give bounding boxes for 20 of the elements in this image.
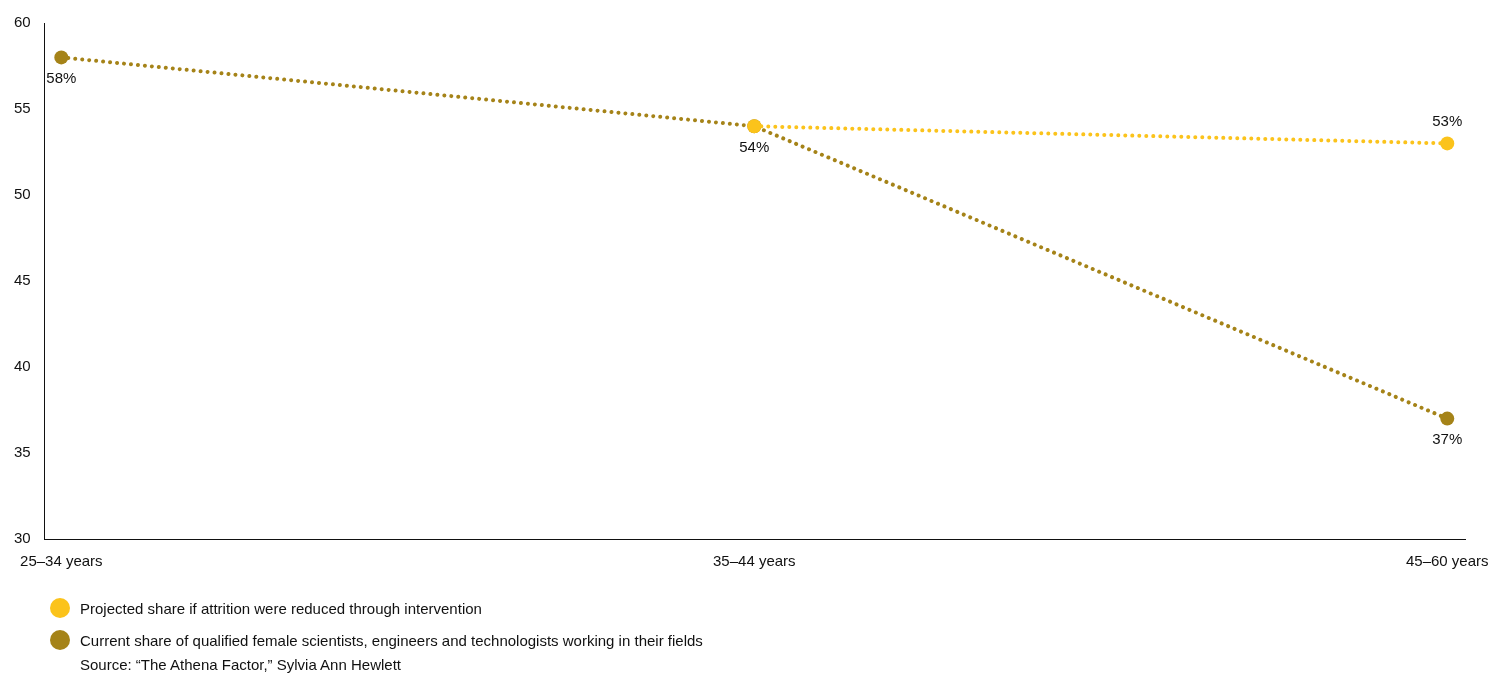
y-tick-label: 45 (14, 271, 31, 289)
y-tick-label: 50 (14, 185, 31, 203)
y-tick-label: 35 (14, 443, 31, 461)
data-label: 54% (739, 137, 770, 155)
y-tick-label: 55 (14, 99, 31, 117)
legend-label: Projected share if attrition were reduced through intervention (80, 599, 482, 617)
y-tick-label: 40 (14, 357, 31, 375)
point (1440, 136, 1455, 151)
legend-label: Current share of qualified female scientists, engineers and technologists working in their fields (80, 631, 703, 649)
x-tick-label: 45–60 years (1405, 552, 1489, 570)
data-label: 58% (46, 69, 77, 87)
y-tick-label: 30 (14, 529, 31, 547)
x-tick-label: 25–34 years (20, 552, 103, 570)
y-tick-label: 60 (14, 13, 31, 31)
data-label: 53% (1432, 112, 1463, 130)
x-tick-label: 35–44 years (713, 552, 796, 570)
source-note: Source: “The Athena Factor,” Sylvia Ann Hewlett (80, 656, 401, 673)
data-label: 37% (1432, 430, 1463, 448)
point (54, 50, 69, 65)
point (1440, 411, 1455, 426)
